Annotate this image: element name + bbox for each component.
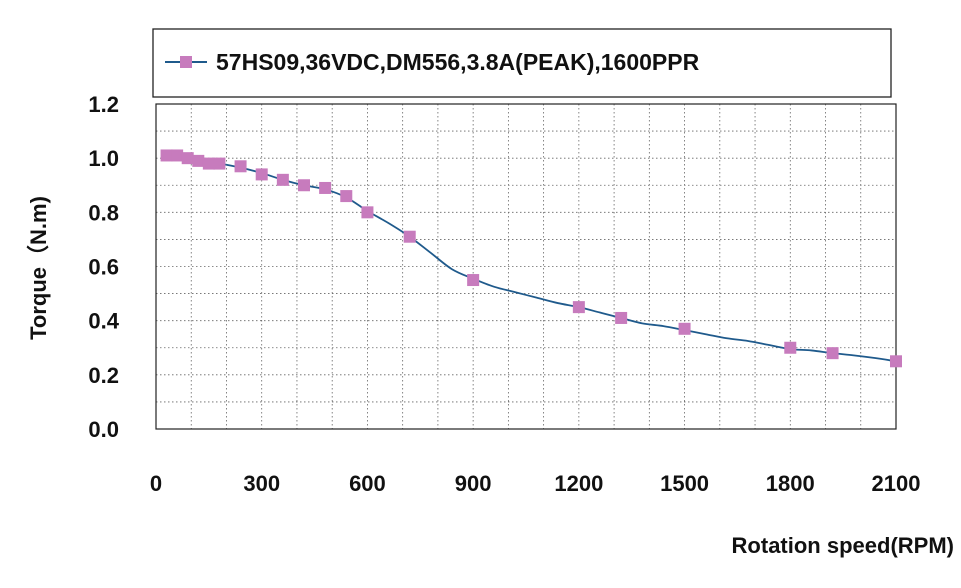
data-point-marker xyxy=(572,301,585,314)
y-tick-label: 1.2 xyxy=(88,92,119,117)
x-tick-label: 600 xyxy=(349,471,386,496)
y-tick-label: 0.0 xyxy=(88,417,119,442)
y-axis-title: Torque（N.m) xyxy=(26,196,51,340)
data-point-marker xyxy=(298,179,310,192)
x-tick-label: 1500 xyxy=(660,471,709,496)
legend-box xyxy=(152,28,892,98)
grid xyxy=(156,104,896,429)
data-point-marker xyxy=(276,173,289,186)
data-point-marker xyxy=(181,152,194,165)
x-axis-ticks: 0 300 600 900 1200 1500 1800 2100 xyxy=(150,471,921,496)
data-point-marker xyxy=(319,181,332,194)
y-tick-label: 0.4 xyxy=(88,309,119,334)
y-tick-label: 0.8 xyxy=(88,200,119,225)
data-point-marker xyxy=(340,190,353,203)
x-tick-label: 900 xyxy=(455,471,492,496)
legend: 57HS09,36VDC,DM556,3.8A(PEAK),1600PPR xyxy=(152,28,892,98)
y-tick-label: 0.6 xyxy=(88,255,119,280)
x-tick-label: 1800 xyxy=(766,471,815,496)
data-point-marker xyxy=(467,274,480,287)
legend-series-label: 57HS09,36VDC,DM556,3.8A(PEAK),1600PPR xyxy=(216,49,700,75)
x-tick-label: 300 xyxy=(243,471,280,496)
data-point-marker xyxy=(678,322,691,335)
x-axis-title: Rotation speed(RPM) xyxy=(732,533,954,558)
data-point-marker xyxy=(202,157,215,170)
data-point-marker xyxy=(890,355,902,368)
y-tick-label: 1.0 xyxy=(88,146,119,171)
data-point-marker xyxy=(403,230,416,243)
data-point-marker xyxy=(160,149,173,162)
y-tick-label: 0.2 xyxy=(88,363,119,388)
data-point-marker xyxy=(213,157,226,170)
x-tick-label: 0 xyxy=(150,471,162,496)
data-point-marker xyxy=(255,168,268,181)
data-point-marker xyxy=(615,311,628,324)
data-point-marker xyxy=(192,154,205,167)
data-point-marker xyxy=(361,206,374,219)
series-layer xyxy=(160,149,902,368)
legend-marker-sample xyxy=(180,56,192,68)
data-point-marker xyxy=(826,347,839,360)
y-axis-ticks: 0.0 0.2 0.4 0.6 0.8 1.0 1.2 xyxy=(88,92,119,442)
x-tick-label: 1200 xyxy=(554,471,603,496)
data-point-marker xyxy=(171,149,184,162)
series-line xyxy=(166,154,897,363)
plot-area-border xyxy=(155,103,897,430)
data-point-marker xyxy=(784,341,797,354)
data-point-marker xyxy=(234,160,247,173)
x-tick-label: 2100 xyxy=(872,471,921,496)
